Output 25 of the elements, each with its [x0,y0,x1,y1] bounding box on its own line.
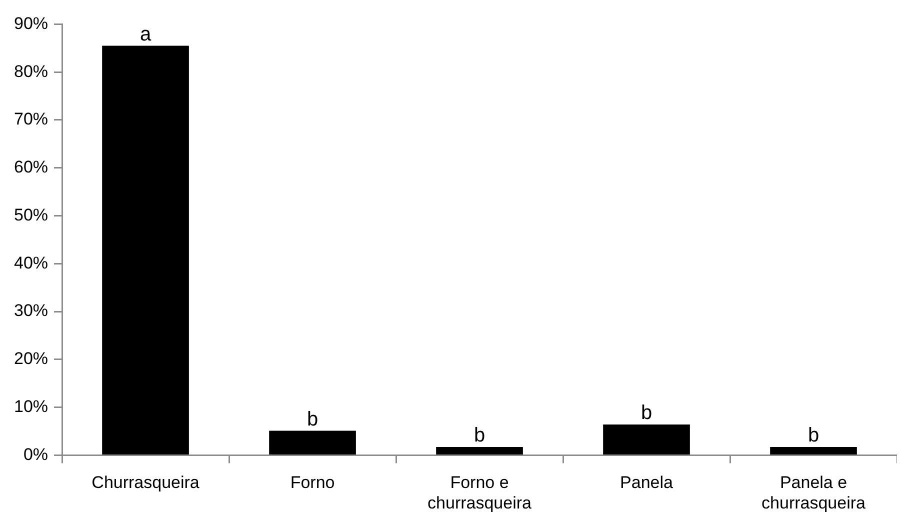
bar [102,46,189,454]
y-tick-label: 80% [14,62,48,81]
annotation: b [808,424,820,447]
y-tick-label: 30% [14,301,48,320]
x-tick-label: Churrasqueira [92,473,200,492]
y-tick-label: 40% [14,253,48,272]
bar [436,447,523,454]
y-tick-label: 60% [14,158,48,177]
annotation: b [474,424,486,447]
x-tick-label: Panela e churrasqueira [762,473,866,512]
bar [770,447,857,454]
y-tick-label: 0% [23,444,48,464]
y-tick-label: 50% [14,205,48,224]
y-tick-label: 10% [14,397,48,416]
y-tick-label: 90% [14,14,48,33]
bar [603,424,690,454]
bar [269,430,356,454]
y-tick-label: 20% [14,349,48,368]
x-tick-label: Panela [620,473,674,492]
y-tick-label: 70% [14,110,48,129]
x-tick-label: Forno e churrasqueira [428,473,532,512]
x-tick-label: Forno [290,473,335,492]
annotation: a [140,23,152,46]
annotation: b [306,408,318,430]
annotation: b [640,402,652,424]
